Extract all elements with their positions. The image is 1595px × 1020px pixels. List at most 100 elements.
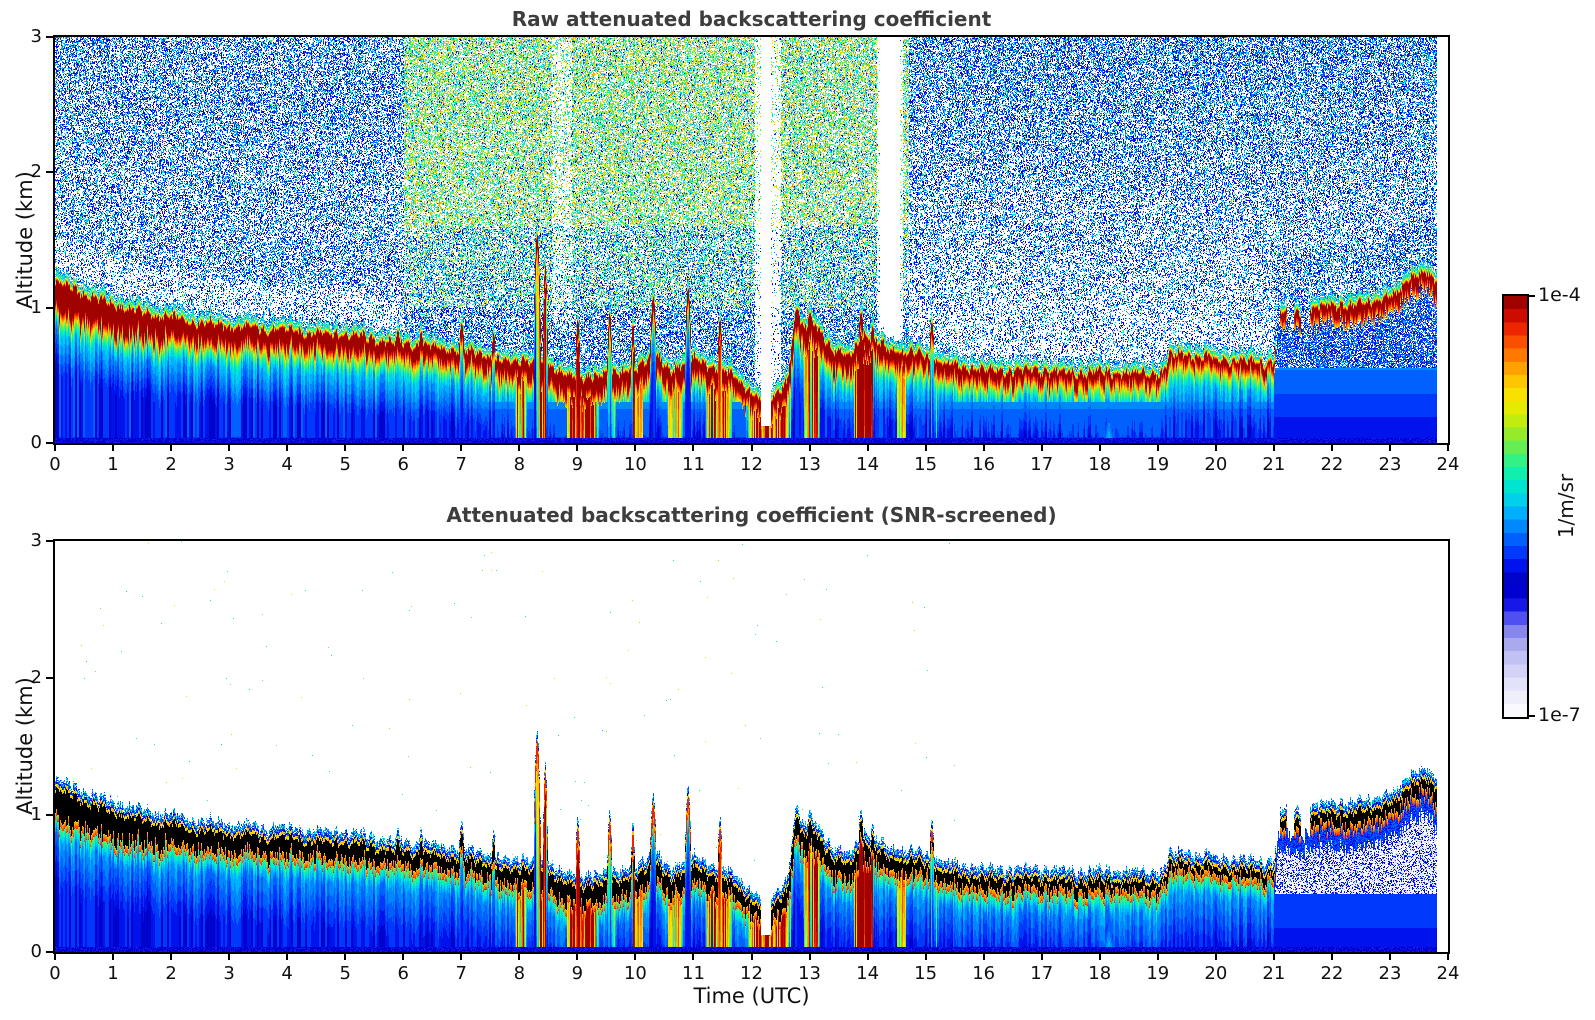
x-tick: [576, 444, 579, 451]
x-tick-label: 4: [281, 454, 293, 475]
y-tick-label: 1: [30, 296, 42, 318]
x-tick-label: 18: [1088, 454, 1112, 475]
x-tick: [112, 953, 115, 960]
x-tick-label: 19: [1146, 963, 1170, 984]
x-tick: [402, 953, 405, 960]
x-tick: [982, 444, 985, 451]
x-tick: [692, 953, 695, 960]
x-tick: [1330, 953, 1333, 960]
x-tick-label: 17: [1030, 963, 1054, 984]
x-tick-label: 9: [571, 454, 584, 475]
x-tick: [1447, 444, 1449, 451]
y-tick-label: 0: [30, 941, 42, 962]
x-tick-label: 2: [165, 963, 177, 984]
x-tick-label: 13: [798, 454, 821, 475]
x-tick: [1214, 444, 1217, 451]
x-tick-label: 21: [1262, 454, 1286, 475]
y-tick: [46, 951, 53, 953]
x-tick: [866, 444, 869, 451]
x-tick: [1272, 444, 1275, 451]
x-tick: [344, 953, 347, 960]
x-tick-label: 0: [49, 454, 61, 475]
x-tick-label: 11: [682, 963, 705, 984]
y-tick: [46, 36, 53, 38]
colorbar-tick-top: [1529, 295, 1535, 297]
x-tick: [634, 444, 637, 451]
x-tick-label: 20: [1204, 454, 1228, 475]
x-tick: [112, 444, 115, 451]
x-tick: [54, 953, 56, 960]
heatmap-raw: [55, 37, 1448, 443]
x-tick-label: 1: [107, 454, 119, 475]
x-tick-label: 8: [513, 454, 526, 475]
x-tick: [924, 444, 927, 451]
x-tick: [1388, 953, 1391, 960]
x-tick: [808, 444, 811, 451]
x-tick-label: 18: [1088, 963, 1112, 984]
x-tick-label: 5: [339, 963, 351, 984]
x-tick: [1156, 444, 1159, 451]
x-tick: [518, 953, 521, 960]
x-tick-label: 17: [1030, 454, 1054, 475]
y-tick-label: 2: [30, 667, 42, 688]
x-tick: [1272, 953, 1275, 960]
x-tick-label: 7: [455, 963, 467, 984]
x-tick: [344, 444, 347, 451]
x-tick: [460, 444, 463, 451]
x-tick: [1330, 444, 1333, 451]
x-tick-label: 12: [740, 454, 763, 475]
x-tick-label: 7: [455, 454, 467, 475]
colorbar-max-label: 1e-4: [1538, 284, 1581, 306]
x-tick-label: 22: [1320, 963, 1344, 984]
x-tick-label: 15: [914, 454, 938, 475]
x-tick: [750, 953, 753, 960]
x-tick: [1098, 953, 1101, 960]
x-tick: [54, 444, 56, 451]
y-tick: [46, 814, 53, 816]
x-tick-label: 1: [107, 963, 119, 984]
x-tick: [692, 444, 695, 451]
x-tick-label: 10: [623, 963, 647, 984]
y-tick-label: 2: [30, 161, 42, 183]
x-tick: [576, 953, 579, 960]
x-tick: [402, 444, 405, 451]
x-tick-label: 14: [856, 963, 880, 984]
x-tick: [228, 444, 231, 451]
x-tick-label: 4: [281, 963, 293, 984]
x-tick-label: 20: [1204, 963, 1228, 984]
colorbar-min-label: 1e-7: [1538, 704, 1581, 726]
y-tick: [46, 442, 53, 444]
x-tick: [634, 953, 637, 960]
x-tick-label: 13: [798, 963, 821, 984]
x-tick-label: 5: [339, 454, 351, 475]
x-tick-label: 19: [1146, 454, 1170, 475]
x-tick: [460, 953, 463, 960]
x-tick-label: 9: [571, 963, 584, 984]
plot-area-screened: [53, 539, 1450, 954]
x-tick-label: 3: [223, 963, 235, 984]
x-tick: [866, 953, 869, 960]
x-tick-label: 8: [513, 963, 526, 984]
x-tick-label: 6: [397, 454, 409, 475]
x-tick: [286, 953, 289, 960]
panel-title-screened: Attenuated backscattering coefficient (S…: [446, 503, 1057, 527]
y-axis-label-bottom: Altitude (km): [13, 677, 37, 815]
panel-title-raw: Raw attenuated backscattering coefficien…: [511, 7, 992, 31]
x-tick-label: 24: [1436, 454, 1460, 475]
x-tick: [750, 444, 753, 451]
y-tick: [46, 540, 53, 542]
x-tick: [1388, 444, 1391, 451]
y-tick-label: 0: [30, 432, 42, 453]
x-tick: [1447, 953, 1449, 960]
x-tick-label: 15: [914, 963, 938, 984]
colorbar-tick-bottom: [1529, 715, 1535, 717]
x-axis-label: Time (UTC): [693, 984, 810, 1008]
plot-area-raw: [53, 35, 1450, 445]
y-tick-label: 1: [30, 804, 42, 825]
x-tick: [170, 953, 173, 960]
x-tick-label: 21: [1262, 963, 1286, 984]
colorbar-unit-label: 1/m/sr: [1554, 473, 1578, 539]
x-tick: [1156, 953, 1159, 960]
y-tick-label: 3: [30, 26, 42, 47]
